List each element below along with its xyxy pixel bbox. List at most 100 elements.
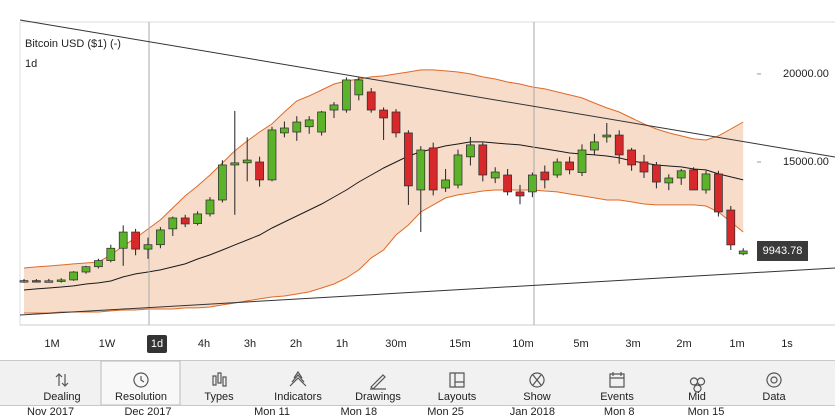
candle-body xyxy=(255,161,264,181)
candle-body xyxy=(627,149,636,166)
candle-body xyxy=(701,173,711,191)
x-tick-label: Mon 18 xyxy=(340,406,377,418)
candle-body xyxy=(689,169,698,191)
toolbar-icon xyxy=(449,372,465,388)
chart-title: Bitcoin USD ($1) (-) xyxy=(25,38,121,50)
resolution-option[interactable]: 1W xyxy=(99,338,116,350)
candle-body xyxy=(676,170,686,179)
resolution-option[interactable]: 1m xyxy=(729,338,744,350)
resolution-option[interactable]: 2h xyxy=(290,338,302,350)
toolbar-button[interactable]: Dealing xyxy=(43,373,81,403)
candle-body xyxy=(156,229,165,246)
candle-body xyxy=(180,217,190,225)
x-tick-label: Nov 2017 xyxy=(27,406,74,418)
toolbar-button[interactable]: Show xyxy=(523,372,551,403)
resolution-option[interactable]: 1s xyxy=(781,338,793,350)
candle-body xyxy=(552,161,562,176)
x-tick-label: Mon 25 xyxy=(427,406,464,418)
x-tick-label: Dec 2017 xyxy=(124,406,171,418)
x-tick-label: Mon 11 xyxy=(254,406,290,418)
toolbar-icon xyxy=(529,372,545,388)
plot xyxy=(23,69,744,314)
candle-body xyxy=(379,109,388,119)
resolution-option[interactable]: 30m xyxy=(385,338,406,350)
last-price-tag xyxy=(757,240,808,261)
trend-line[interactable] xyxy=(19,19,835,158)
candle-body xyxy=(118,231,128,249)
candle-body xyxy=(614,134,624,156)
candle-body xyxy=(280,127,289,134)
candle-body xyxy=(366,91,376,111)
toolbar-icon xyxy=(133,372,149,388)
band-lower xyxy=(24,189,744,314)
toolbar-label: Data xyxy=(762,391,786,403)
toolbar-label: Layouts xyxy=(438,391,477,403)
candle-body xyxy=(466,144,475,158)
candle-body xyxy=(218,164,227,201)
candle-body xyxy=(416,149,426,191)
candle-body xyxy=(726,209,736,246)
toolbar-icon xyxy=(370,374,386,390)
candle-body xyxy=(94,260,103,268)
candle-body xyxy=(441,179,450,189)
resolution-option[interactable]: 3m xyxy=(625,338,640,350)
resolution-option[interactable]: 1h xyxy=(336,338,348,350)
candle-body xyxy=(602,134,612,138)
resolution-option[interactable]: 10m xyxy=(512,338,533,350)
candle-body xyxy=(193,213,202,224)
candle-body xyxy=(515,191,525,197)
candle-body xyxy=(143,244,153,250)
toolbar-button[interactable]: Events xyxy=(600,372,634,403)
x-tick-label: Mon 15 xyxy=(688,406,725,418)
candle-body xyxy=(528,174,537,193)
controls: Nov 2017 Dec 2017 Mon 11 Mon 18 Mon 25 Jan 20… xyxy=(27,335,793,418)
candle-body xyxy=(664,177,674,184)
candle-body xyxy=(317,111,326,133)
toolbar-label: Drawings xyxy=(355,391,401,403)
toolbar-button[interactable]: Data xyxy=(762,372,786,403)
candle-body xyxy=(81,266,91,273)
band-area xyxy=(24,69,744,314)
candle-body xyxy=(738,250,748,255)
resolution-option[interactable]: 4h xyxy=(198,338,210,350)
candle-body xyxy=(205,199,215,215)
resolution-selected xyxy=(147,335,167,353)
candle-body xyxy=(639,161,649,173)
candle-body xyxy=(652,164,661,183)
trend-line[interactable] xyxy=(19,267,835,316)
y-tick-label: 20000.00 xyxy=(783,68,829,80)
candle-body xyxy=(131,231,140,250)
candle-body xyxy=(44,280,54,283)
band-upper xyxy=(23,69,744,269)
resolution-option[interactable]: 1M xyxy=(44,338,59,350)
toolbar-label: Events xyxy=(600,391,634,403)
candle-body xyxy=(56,279,66,282)
resolution-option[interactable]: 3h xyxy=(244,338,256,350)
toolbar-button[interactable]: Layouts xyxy=(438,372,477,403)
toolbar-button[interactable]: Mid xyxy=(688,377,706,403)
resolution-option[interactable]: 2m xyxy=(676,338,691,350)
toolbar-label: Types xyxy=(204,391,234,403)
candle-body xyxy=(106,247,116,261)
candle-body xyxy=(304,119,314,128)
candle-body xyxy=(577,149,587,173)
toolbar-label: Mid xyxy=(688,391,706,403)
resolution-option[interactable]: 5m xyxy=(573,338,588,350)
y-tick-label: 15000.00 xyxy=(783,156,829,168)
toolbar-label: Show xyxy=(523,391,551,403)
candle-body xyxy=(19,280,29,283)
resolution-option[interactable]: 1d xyxy=(151,338,163,350)
last-price-label: 9943.78 xyxy=(763,245,803,257)
toolbar-button[interactable]: Types xyxy=(204,372,234,403)
toolbar-button[interactable]: Drawings xyxy=(355,374,401,403)
candle-body xyxy=(354,79,364,96)
toolbar-button[interactable]: Resolution xyxy=(115,372,167,403)
x-tick-label: Mon 8 xyxy=(604,406,635,418)
toolbar-icon xyxy=(689,377,706,393)
resolution-option[interactable]: 15m xyxy=(449,338,470,350)
candle-body xyxy=(32,280,41,283)
candle-body xyxy=(292,121,302,133)
toolbar-icon xyxy=(289,370,307,387)
moving-average xyxy=(23,141,744,291)
toolbar-button[interactable]: Indicators xyxy=(274,370,322,403)
